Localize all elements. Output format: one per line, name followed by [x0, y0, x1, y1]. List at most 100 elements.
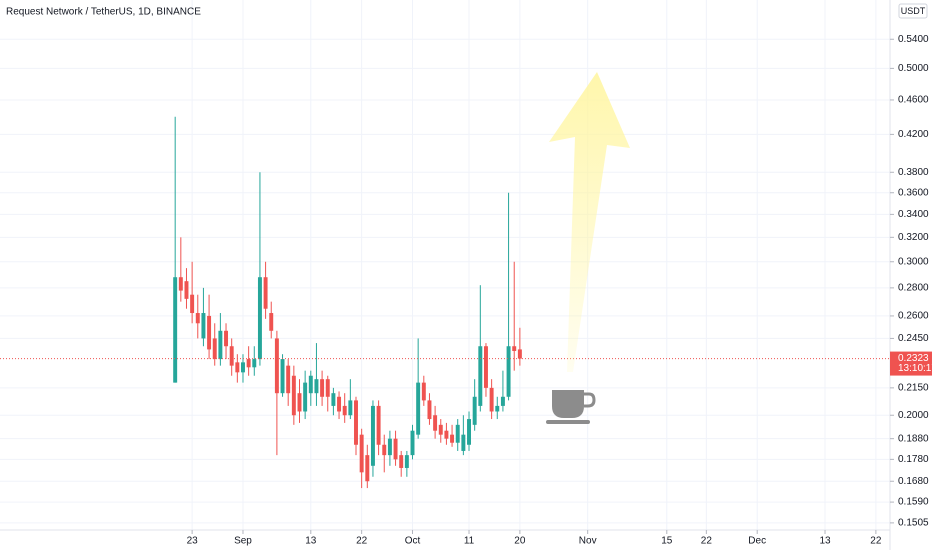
candle-body: [178, 277, 183, 291]
coffee-cup-icon: [546, 390, 596, 424]
candle-body: [382, 444, 387, 456]
x-tick-label: 22: [870, 536, 882, 547]
cup: [552, 390, 584, 418]
candle-body: [297, 393, 302, 412]
y-tick-label: 0.1590: [898, 497, 929, 508]
candle-body: [500, 396, 505, 406]
candle-body: [246, 359, 251, 368]
x-tick-label: Nov: [579, 536, 597, 547]
y-tick-label: 0.3400: [898, 209, 929, 220]
candle-body: [393, 438, 398, 460]
candle-body: [195, 313, 200, 324]
x-tick-label: Sep: [234, 536, 252, 547]
y-tick-label: 0.1680: [898, 476, 929, 487]
candle-body: [337, 396, 342, 412]
y-tick-label: 0.3200: [898, 232, 929, 243]
candle-body: [376, 405, 381, 445]
candle-body: [173, 277, 178, 383]
x-tick-label: 22: [356, 536, 368, 547]
x-tick-label: 22: [701, 536, 713, 547]
x-tick-label: 15: [661, 536, 673, 547]
candle-body: [512, 346, 517, 351]
candle-body: [427, 400, 432, 420]
candle-body: [252, 359, 257, 368]
currency-box: [898, 3, 928, 19]
candle-body: [421, 382, 426, 401]
y-tick-label: 0.4600: [898, 95, 929, 106]
y-tick-label: 0.1505: [898, 518, 929, 529]
y-tick-label: 0.2600: [898, 311, 929, 322]
candle-body: [218, 330, 223, 360]
candle-body: [342, 405, 347, 416]
candle-body: [303, 382, 308, 412]
candle-body: [263, 277, 268, 309]
candle-body: [291, 375, 296, 416]
candle-body: [274, 338, 279, 394]
x-tick-label: 11: [464, 536, 475, 547]
candle-body: [450, 434, 455, 443]
candle-body: [438, 424, 443, 435]
candle-body: [190, 294, 195, 314]
candle-body: [269, 313, 274, 331]
last-price-label: 0.2323: [898, 353, 929, 364]
x-tick-label: Oct: [405, 536, 421, 547]
candle-body: [224, 330, 229, 347]
y-tick-label: 0.5000: [898, 63, 929, 74]
candle-body: [235, 362, 240, 373]
candle-body: [444, 430, 449, 439]
candle-body: [354, 400, 358, 445]
candle-body: [212, 338, 217, 360]
up-arrow-drawing: [549, 72, 630, 372]
chart-title: Request Network / TetherUS, 1D, BINANCE: [6, 7, 201, 18]
y-tick-label: 0.3600: [898, 187, 929, 198]
y-tick-label: 0.2450: [898, 333, 929, 344]
candle-body: [320, 379, 325, 397]
candle-body: [478, 346, 483, 406]
candle-body: [325, 379, 330, 397]
candle-body: [314, 379, 319, 394]
candle-body: [207, 315, 212, 350]
y-tick-label: 0.1880: [898, 433, 929, 444]
y-tick-label: 0.4200: [898, 129, 929, 140]
candle-body: [506, 346, 511, 397]
candle-body: [472, 396, 477, 425]
candle-body: [241, 362, 245, 373]
candle-body: [359, 434, 364, 473]
candle-body: [489, 387, 494, 412]
candle-body: [370, 405, 375, 466]
saucer: [546, 420, 590, 424]
candle-body: [331, 393, 336, 406]
candle-body: [404, 455, 409, 468]
candle-body: [410, 430, 415, 456]
last-price-box: [890, 351, 932, 376]
x-tick-label: Dec: [748, 536, 766, 547]
candle-body: [257, 277, 262, 360]
candle-body: [348, 400, 353, 416]
candle-body: [201, 313, 206, 339]
candle-body: [416, 382, 421, 435]
y-tick-label: 0.3000: [898, 256, 929, 267]
axes: 0.5400 0.5000 0.4600 0.4200 0.3800 0.3600 0.34…: [187, 34, 932, 547]
x-tick-label: 13: [819, 536, 831, 547]
candle-body: [517, 349, 522, 359]
candle-body: [399, 455, 404, 468]
y-tick-label: 0.5400: [898, 34, 929, 45]
candles: [0, 116, 890, 489]
candle-body: [433, 415, 438, 431]
countdown-label: 13:10:17: [898, 363, 932, 374]
candle-body: [229, 346, 234, 366]
cup-handle: [584, 392, 596, 408]
y-tick-label: 0.2150: [898, 383, 929, 394]
candle-body: [280, 359, 285, 394]
candle-body: [308, 375, 313, 394]
candle-body: [387, 438, 392, 456]
candle-body: [495, 405, 500, 412]
currency-label: USDT: [901, 6, 926, 16]
candle-body: [467, 419, 471, 445]
y-tick-label: 0.2800: [898, 283, 929, 294]
candle-body: [455, 424, 460, 443]
y-tick-label: 0.1780: [898, 454, 929, 465]
candle-body: [365, 455, 370, 482]
